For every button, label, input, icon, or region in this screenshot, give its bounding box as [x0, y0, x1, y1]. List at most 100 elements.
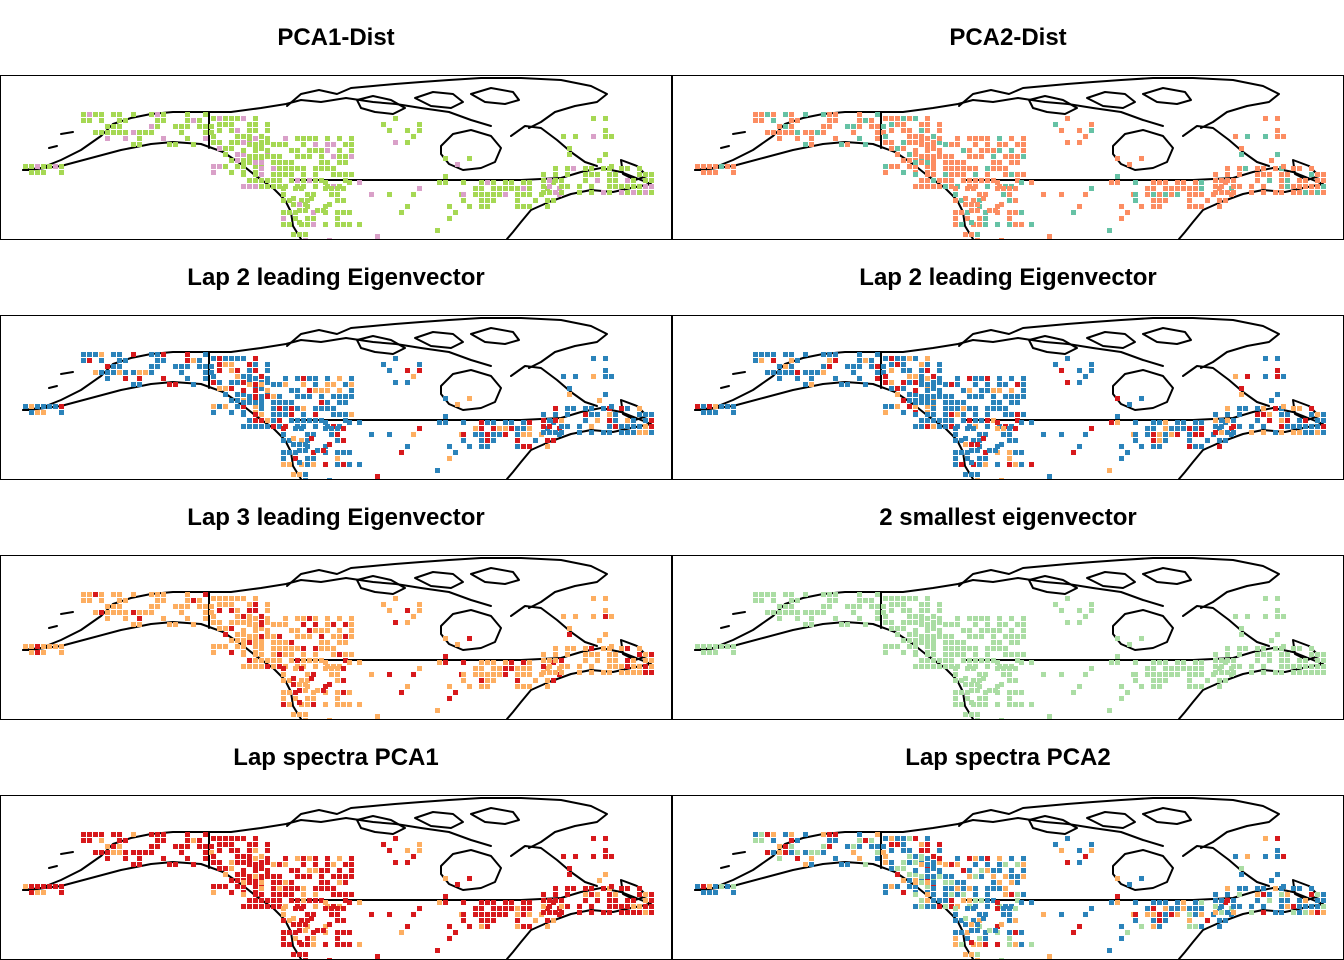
occurrence-cell [455, 642, 460, 647]
occurrence-cell [1237, 652, 1242, 657]
occurrence-cell [405, 204, 410, 209]
occurrence-cell [241, 596, 246, 601]
occurrence-cell [527, 432, 532, 437]
occurrence-cell [241, 412, 246, 417]
occurrence-cell [1233, 614, 1238, 619]
occurrence-cell [1047, 474, 1052, 479]
occurrence-cell [105, 856, 110, 861]
occurrence-cell [479, 444, 484, 449]
occurrence-cell [1029, 942, 1034, 947]
occurrence-cell [1199, 924, 1204, 929]
occurrence-cell [81, 832, 86, 837]
occurrence-cell [1009, 628, 1014, 633]
occurrence-cell [789, 352, 794, 357]
occurrence-cell [289, 640, 294, 645]
occurrence-cell [601, 190, 606, 195]
occurrence-cell [341, 210, 346, 215]
occurrence-cell [1255, 412, 1260, 417]
occurrence-cell [1013, 198, 1018, 203]
occurrence-cell [1321, 658, 1326, 663]
occurrence-cell [1169, 432, 1174, 437]
occurrence-cell [901, 140, 906, 145]
occurrence-cell [497, 186, 502, 191]
occurrence-cell [265, 178, 270, 183]
occurrence-cell [889, 626, 894, 631]
occurrence-cell [47, 404, 52, 409]
occurrence-cell [925, 652, 930, 657]
occurrence-cell [223, 626, 228, 631]
occurrence-cell [1237, 412, 1242, 417]
occurrence-cell [875, 112, 880, 117]
occurrence-cell [809, 610, 814, 615]
occurrence-cell [325, 646, 330, 651]
occurrence-cell [649, 424, 654, 429]
occurrence-cell [211, 596, 216, 601]
occurrence-cell [179, 370, 184, 375]
occurrence-cell [1213, 892, 1218, 897]
occurrence-cell [307, 898, 312, 903]
occurrence-cell [967, 388, 972, 393]
occurrence-cell [993, 688, 998, 693]
occurrence-cell [1297, 658, 1302, 663]
occurrence-cell [901, 608, 906, 613]
occurrence-cell [949, 382, 954, 387]
occurrence-cell [631, 430, 636, 435]
occurrence-cell [149, 592, 154, 597]
occurrence-cell [331, 154, 336, 159]
occurrence-cell [253, 388, 258, 393]
occurrence-cell [1315, 190, 1320, 195]
occurrence-cell [583, 652, 588, 657]
occurrence-cell [313, 424, 318, 429]
occurrence-cell [1309, 904, 1314, 909]
occurrence-cell [521, 192, 526, 197]
occurrence-cell [637, 184, 642, 189]
occurrence-cell [319, 886, 324, 891]
occurrence-cell [983, 216, 988, 221]
occurrence-cell [123, 838, 128, 843]
occurrence-cell [381, 122, 386, 127]
occurrence-cell [1213, 898, 1218, 903]
occurrence-cell [235, 644, 240, 649]
occurrence-cell [503, 900, 508, 905]
map-frame [0, 75, 672, 240]
occurrence-cell [931, 652, 936, 657]
occurrence-cell [567, 386, 572, 391]
occurrence-cell [1181, 660, 1186, 665]
occurrence-cell [731, 404, 736, 409]
occurrence-cell [795, 616, 800, 621]
occurrence-cell [985, 856, 990, 861]
occurrence-cell [305, 912, 310, 917]
occurrence-cell [137, 862, 142, 867]
occurrence-cell [155, 364, 160, 369]
occurrence-cell [41, 164, 46, 169]
occurrence-cell [901, 836, 906, 841]
occurrence-cell [1119, 456, 1124, 461]
occurrence-cell [327, 442, 332, 447]
occurrence-cell [343, 898, 348, 903]
occurrence-cell [265, 620, 270, 625]
occurrence-cell [1163, 660, 1168, 665]
occurrence-cell [485, 684, 490, 689]
occurrence-cell [913, 374, 918, 379]
occurrence-cell [985, 616, 990, 621]
occurrence-cell [789, 112, 794, 117]
occurrence-cell [1231, 910, 1236, 915]
occurrence-cell [1231, 178, 1236, 183]
occurrence-cell [1193, 180, 1198, 185]
occurrence-cell [985, 628, 990, 633]
occurrence-cell [527, 684, 532, 689]
occurrence-cell [1239, 386, 1244, 391]
occurrence-cell [53, 644, 58, 649]
occurrence-cell [771, 832, 776, 837]
occurrence-cell [961, 148, 966, 153]
occurrence-cell [217, 128, 222, 133]
occurrence-cell [997, 382, 1002, 387]
occurrence-cell [701, 650, 706, 655]
occurrence-cell [541, 898, 546, 903]
occurrence-cell [223, 392, 228, 397]
occurrence-cell [973, 376, 978, 381]
occurrence-cell [217, 356, 222, 361]
occurrence-cell [309, 436, 314, 441]
occurrence-cell [1315, 412, 1320, 417]
occurrence-cell [991, 880, 996, 885]
